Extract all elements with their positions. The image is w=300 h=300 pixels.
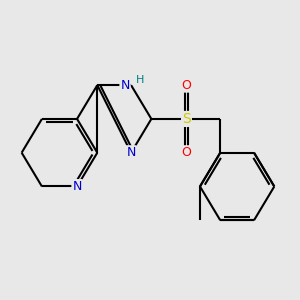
Text: O: O [182,79,191,92]
Text: N: N [126,146,136,159]
Text: N: N [72,180,82,193]
Text: O: O [182,146,191,159]
Text: H: H [136,75,145,85]
Text: N: N [120,79,130,92]
Text: S: S [182,112,191,126]
